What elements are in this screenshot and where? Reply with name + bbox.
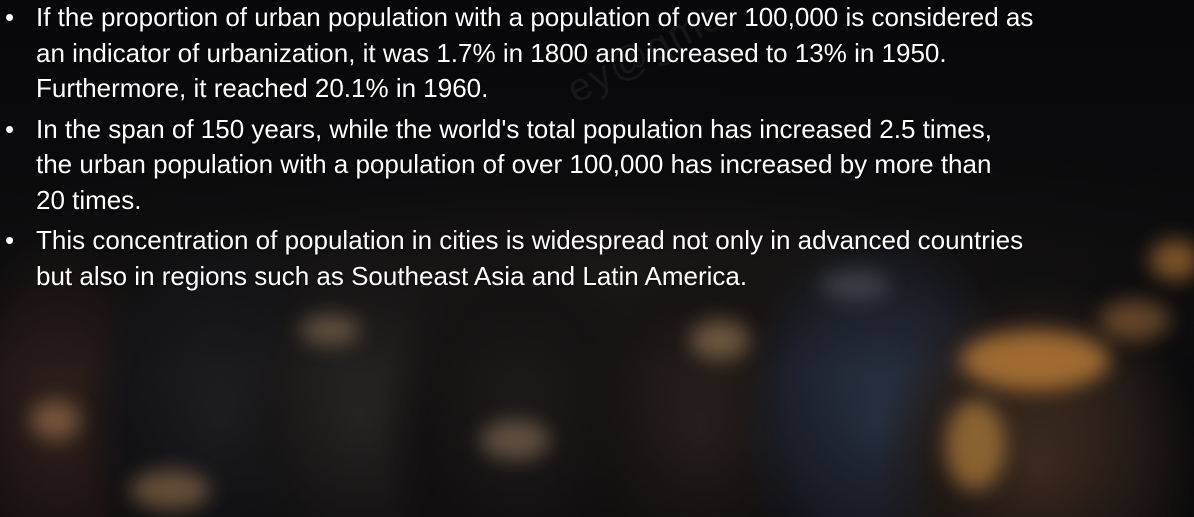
- bullet-text-line: the urban population with a population o…: [36, 149, 992, 179]
- slide-content: • If the proportion of urban population w…: [0, 0, 1116, 294]
- bullet-item: • If the proportion of urban population w…: [0, 0, 1116, 107]
- bullet-text-line: This concentration of population in citi…: [36, 225, 1024, 255]
- bullet-text-line: an indicator of urbanization, it was 1.7…: [36, 37, 947, 68]
- bullet-item: • In the span of 150 years, while the wor…: [0, 112, 1116, 219]
- bullet-text-line: Furthermore, it reached 20.1% in 1960.: [36, 73, 489, 103]
- bullet-text-line: 20 times.: [36, 184, 142, 215]
- bullet-dot-icon: •: [5, 2, 15, 32]
- bullet-item: • This concentration of population in cit…: [0, 223, 1116, 294]
- bullet-text-line: If the proportion of urban population wi…: [36, 2, 1034, 32]
- bullet-text-line: In the span of 150 years, while the worl…: [36, 113, 992, 144]
- bullet-dot-icon: •: [5, 225, 15, 255]
- bullet-list: • If the proportion of urban population w…: [0, 0, 1116, 294]
- bullet-dot-icon: •: [5, 113, 15, 144]
- bullet-text-line: but also in regions such as Southeast As…: [36, 260, 748, 291]
